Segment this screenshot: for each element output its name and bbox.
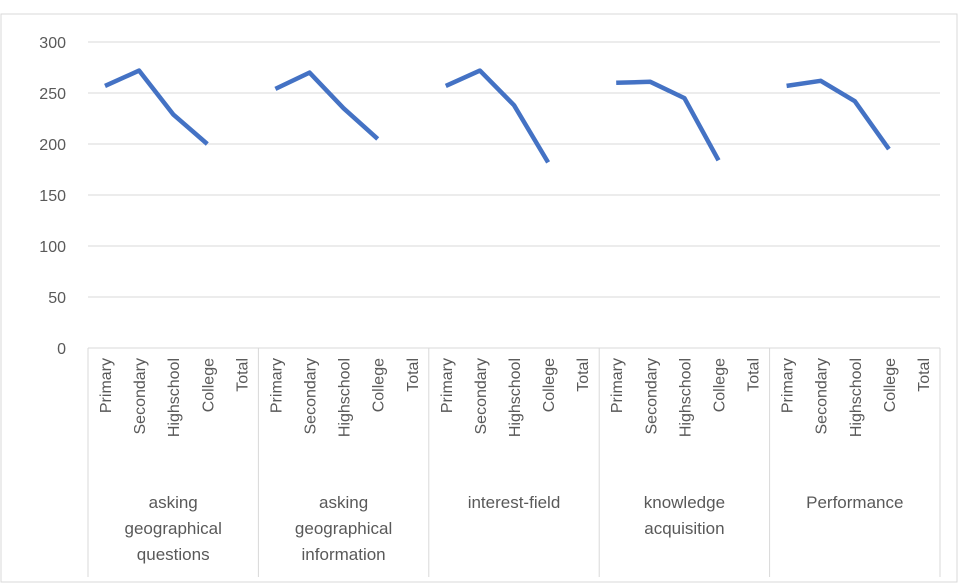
category-label: College <box>200 358 217 412</box>
y-tick-label: 300 <box>39 35 66 52</box>
category-label: Highschool <box>677 358 694 437</box>
category-label: Highschool <box>507 358 524 437</box>
category-label: College <box>882 358 899 412</box>
category-label: Secondary <box>132 358 149 435</box>
category-label: Total <box>575 358 592 392</box>
category-label: Secondary <box>643 358 660 435</box>
y-tick-label: 100 <box>39 239 66 256</box>
category-label: Total <box>405 358 422 392</box>
category-label: Total <box>746 358 763 392</box>
y-tick-label: 150 <box>39 188 66 205</box>
category-label: College <box>541 358 558 412</box>
y-tick-label: 200 <box>39 137 66 154</box>
category-label: Secondary <box>473 358 490 435</box>
group-label: asking <box>149 493 198 512</box>
category-label: Primary <box>780 358 797 413</box>
category-label: Primary <box>98 358 115 413</box>
group-label: acquisition <box>644 519 724 538</box>
category-label: College <box>371 358 388 412</box>
series-line-segment <box>274 70 380 141</box>
category-label: Primary <box>609 358 626 413</box>
group-label: knowledge <box>644 493 725 512</box>
group-label: Performance <box>806 493 903 512</box>
category-label: Highschool <box>166 358 183 437</box>
y-tick-label: 250 <box>39 86 66 103</box>
group-label: geographical <box>125 519 222 538</box>
series-line-segment <box>786 78 891 151</box>
category-label: Total <box>916 358 933 392</box>
category-label: Highschool <box>337 358 354 437</box>
group-label: geographical <box>295 519 392 538</box>
category-label: College <box>711 358 728 412</box>
series-line-segment <box>616 79 721 162</box>
category-label: Primary <box>268 358 285 413</box>
group-label: questions <box>137 545 210 564</box>
y-tick-label: 50 <box>48 290 66 307</box>
group-label: information <box>302 545 386 564</box>
category-label: Primary <box>439 358 456 413</box>
group-label: asking <box>319 493 368 512</box>
category-label: Secondary <box>303 358 320 435</box>
group-label: interest-field <box>468 493 561 512</box>
category-label: Total <box>234 358 251 392</box>
chart-frame <box>0 13 958 583</box>
series-line-segment <box>104 68 209 146</box>
category-label: Highschool <box>848 358 865 437</box>
y-tick-label: 0 <box>57 341 66 358</box>
series-line-segment <box>444 68 551 164</box>
category-label: Secondary <box>814 358 831 435</box>
